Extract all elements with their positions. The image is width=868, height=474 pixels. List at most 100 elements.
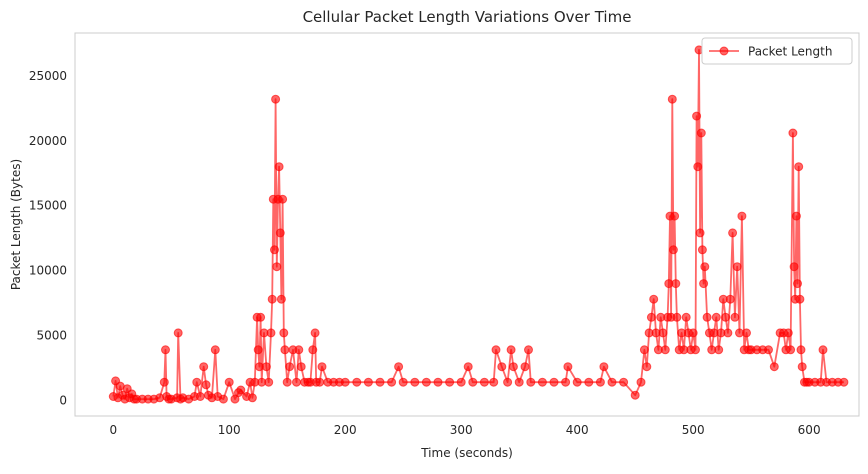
data-point [788,128,798,138]
y-tick-label: 10000 [29,264,67,278]
data-point [524,345,533,355]
data-point [463,362,473,372]
data-point [697,245,707,255]
data-point [668,245,678,255]
x-axis-ticks: 0 100 200 300 400 500 600 [109,423,820,437]
data-point [272,262,282,272]
data-point [506,345,516,355]
y-tick-label: 15000 [29,199,67,213]
data-point [508,362,518,372]
data-point [692,111,702,121]
data-point [352,377,362,387]
x-tick-label: 0 [109,423,117,437]
data-point [433,377,443,387]
legend-label: Packet Length [748,45,832,59]
y-tick-label: 20000 [29,134,67,148]
data-point [658,328,668,338]
data-point [795,294,805,304]
data-point [728,228,738,238]
x-tick-label: 100 [218,423,241,437]
data-point [398,377,408,387]
data-point [317,362,327,372]
x-tick-label: 400 [566,423,589,437]
data-point [688,328,698,338]
data-point [695,228,705,238]
data-point [681,312,691,322]
data-point [296,362,306,372]
data-point [247,393,257,403]
data-point [514,377,524,387]
data-point [584,377,594,387]
data-point [218,394,228,404]
plot-area [74,32,860,417]
data-point [670,211,680,221]
data-point [264,377,274,387]
y-axis-label: Packet Length (Bytes) [9,159,23,290]
x-tick-label: 500 [682,423,705,437]
data-point [294,345,304,355]
x-tick-label: 300 [450,423,473,437]
data-point [671,279,681,289]
data-point [699,279,709,289]
data-point [282,377,292,387]
data-point [274,162,284,172]
data-point [702,312,712,322]
data-point [537,377,547,387]
data-point [394,362,404,372]
data-point [714,345,724,355]
data-point [456,377,466,387]
data-point [630,390,640,400]
data-point [375,377,385,387]
data-point [721,312,731,322]
data-point [363,377,373,387]
data-point [595,377,605,387]
data-point [723,328,733,338]
legend: Packet Length [701,37,853,65]
data-point [210,345,220,355]
data-point [310,328,320,338]
data-point [421,377,431,387]
data-point [619,377,629,387]
data-point [636,377,646,387]
data-point [789,262,799,272]
data-point [793,279,802,289]
data-point [445,377,455,387]
data-point [276,294,286,304]
data-point [161,345,170,355]
data-point [479,377,489,387]
data-point [737,211,747,221]
data-point [700,262,710,272]
data-point [173,328,183,338]
data-point [732,262,742,272]
x-tick-label: 200 [334,423,357,437]
data-point [340,377,350,387]
data-point [607,377,617,387]
data-point [725,294,735,304]
data-point [794,162,804,172]
data-point [667,94,677,104]
data-point [261,362,271,372]
data-point [267,294,277,304]
data-point [764,345,773,355]
data-point [279,328,289,338]
data-point [266,328,276,338]
data-point [742,328,751,338]
data-point [797,362,807,372]
y-tick-label: 0 [59,393,67,407]
data-point [649,294,659,304]
data-point [672,312,682,322]
data-point [489,377,499,387]
data-point [271,94,281,104]
data-point [572,377,582,387]
data-point [236,385,246,395]
data-point [285,362,295,372]
data-point [195,392,205,401]
data-point [278,194,288,204]
data-point [201,380,211,390]
data-point [275,228,285,238]
legend-marker-swatch [719,46,729,56]
data-point [520,362,530,372]
series-packet-length [108,45,849,404]
data-point [769,362,779,372]
